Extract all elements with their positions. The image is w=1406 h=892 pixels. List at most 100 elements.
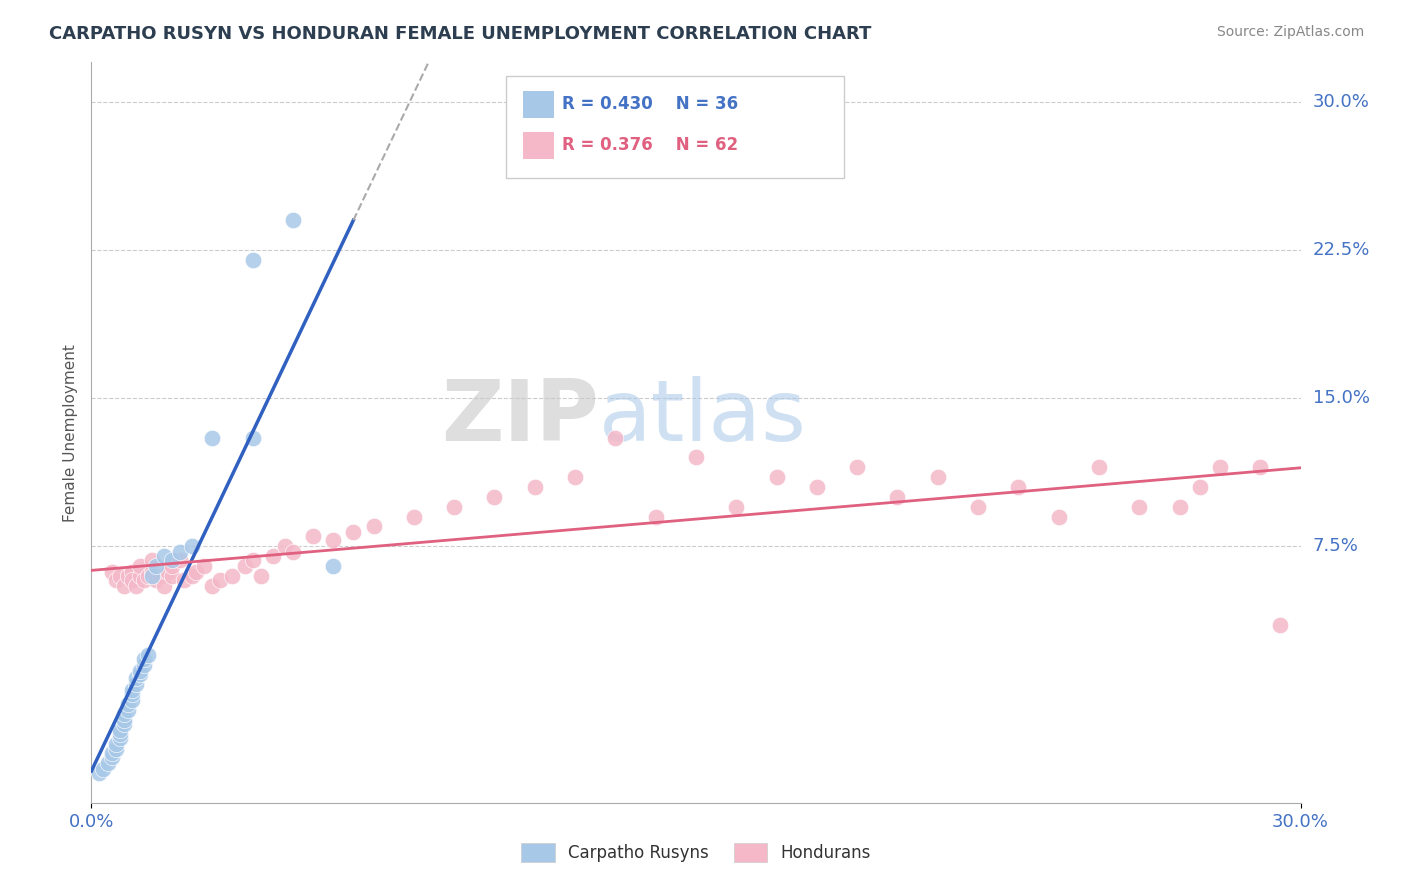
Point (141, 553, 163, 567)
Point (89, 766, 111, 780)
Text: R = 0.430    N = 36: R = 0.430 N = 36 (562, 95, 738, 113)
Text: 22.5%: 22.5% (1313, 241, 1369, 259)
Point (136, 648, 159, 662)
Point (125, 579, 148, 593)
Point (181, 539, 204, 553)
Point (104, 737, 127, 751)
Point (242, 252, 264, 267)
Point (160, 558, 183, 573)
Point (153, 549, 176, 563)
Point (209, 573, 232, 587)
Point (112, 716, 135, 731)
Point (173, 573, 195, 587)
Point (121, 687, 143, 701)
Point (846, 460, 869, 475)
Point (1007, 480, 1029, 494)
Point (121, 683, 143, 698)
Point (181, 568, 204, 582)
Point (169, 545, 191, 559)
Y-axis label: Female Unemployment: Female Unemployment (62, 343, 77, 522)
Point (141, 565, 163, 579)
Point (96, 756, 118, 771)
Point (128, 667, 150, 681)
Point (108, 568, 131, 582)
Point (145, 558, 167, 573)
Point (121, 565, 143, 579)
Point (100, 747, 122, 761)
Point (765, 470, 787, 484)
Point (132, 657, 155, 672)
Point (564, 470, 586, 484)
Point (128, 664, 150, 678)
Point (186, 565, 208, 579)
Point (484, 490, 506, 504)
Point (443, 500, 465, 514)
Point (169, 553, 191, 567)
Point (149, 568, 172, 582)
Point (281, 213, 304, 227)
Point (132, 573, 155, 587)
Point (117, 697, 139, 711)
Point (132, 651, 155, 665)
Point (605, 431, 627, 445)
Text: 30.0%: 30.0% (1313, 93, 1369, 111)
Point (100, 750, 122, 764)
Point (1047, 509, 1070, 524)
Point (233, 558, 256, 573)
Text: Source: ZipAtlas.com: Source: ZipAtlas.com (1216, 25, 1364, 39)
Point (108, 723, 131, 737)
Point (363, 519, 385, 533)
Point (121, 693, 143, 707)
Point (136, 568, 159, 582)
Point (927, 470, 949, 484)
Point (112, 713, 135, 727)
Point (104, 573, 127, 587)
Point (322, 558, 344, 573)
Text: CARPATHO RUSYN VS HONDURAN FEMALE UNEMPLOYMENT CORRELATION CHART: CARPATHO RUSYN VS HONDURAN FEMALE UNEMPL… (49, 25, 872, 43)
Point (153, 579, 176, 593)
Point (112, 579, 135, 593)
Point (274, 539, 297, 553)
Point (1128, 500, 1150, 514)
Point (121, 573, 143, 587)
Point (156, 565, 179, 579)
Point (242, 553, 264, 567)
Point (281, 545, 304, 559)
Point (523, 480, 546, 494)
Point (1209, 460, 1232, 475)
Point (1249, 460, 1271, 475)
Point (685, 450, 707, 465)
Legend: Carpatho Rusyns, Hondurans: Carpatho Rusyns, Hondurans (515, 836, 877, 869)
Text: 15.0%: 15.0% (1313, 389, 1369, 407)
Point (128, 558, 150, 573)
Point (117, 703, 139, 717)
Text: 7.5%: 7.5% (1313, 537, 1358, 555)
Point (967, 500, 990, 514)
Point (100, 565, 122, 579)
Point (242, 431, 264, 445)
Point (342, 525, 364, 540)
Point (886, 490, 908, 504)
Point (402, 509, 425, 524)
Point (302, 529, 325, 543)
Point (1270, 618, 1292, 632)
Point (108, 727, 131, 741)
Point (1168, 500, 1191, 514)
Point (1188, 480, 1211, 494)
Text: R = 0.376    N = 62: R = 0.376 N = 62 (562, 136, 738, 154)
Point (117, 568, 139, 582)
Point (160, 553, 183, 567)
Point (262, 549, 284, 563)
Point (806, 480, 828, 494)
Point (193, 558, 215, 573)
Point (160, 568, 183, 582)
Point (249, 568, 271, 582)
Point (104, 742, 127, 756)
Point (128, 568, 150, 582)
Point (93, 762, 115, 776)
Point (112, 706, 135, 721)
Point (221, 568, 243, 582)
Text: ZIP: ZIP (441, 376, 599, 459)
Point (108, 731, 131, 745)
Point (1088, 460, 1111, 475)
